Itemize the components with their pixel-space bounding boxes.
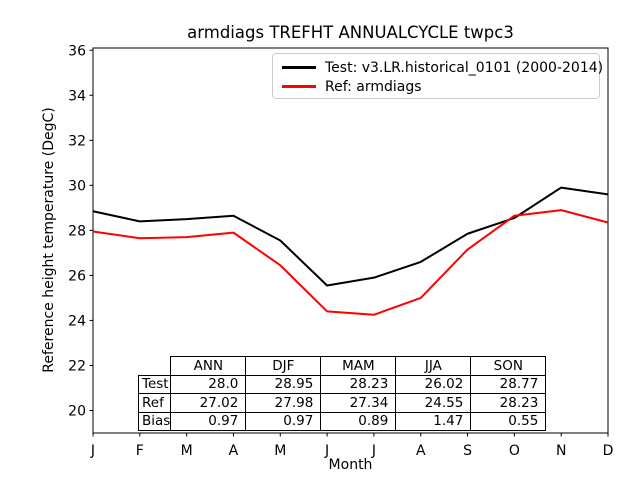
legend-label-ref: Ref: armdiags [325,78,422,95]
stats-row-label: Test [137,374,172,394]
stats-row-test: Test 28.0 28.95 28.23 26.02 28.77 [137,374,547,394]
stats-value: 0.55 [470,411,547,431]
x-axis-label: Month [328,457,373,473]
chart-title: armdiags TREFHT ANNUALCYCLE twpc3 [187,23,514,42]
x-tick-label: A [416,443,426,459]
x-tick-label: S [463,443,472,459]
legend-label-test: Test: v3.LR.historical_0101 (2000-2014) [325,59,604,76]
stats-value: 28.95 [245,374,322,394]
stats-value: 0.97 [170,411,247,431]
stats-value: 27.02 [170,393,247,413]
plot-spines [92,47,609,434]
stats-col-header: SON [470,356,547,376]
stats-value: 0.89 [320,411,397,431]
stats-value: 28.23 [320,374,397,394]
stats-value: 26.02 [395,374,472,394]
stats-col-header: JJA [395,356,472,376]
x-tick-label: O [509,443,520,459]
stats-row-bias: Bias 0.97 0.97 0.89 1.47 0.55 [137,411,547,431]
stats-col-header: DJF [245,356,322,376]
x-tick-label: J [324,443,329,459]
y-tick-label: 24 [68,313,86,329]
x-tick-label: D [603,443,614,459]
test-line [92,186,609,287]
legend: Test: v3.LR.historical_0101 (2000-2014) … [272,53,603,99]
x-tick-label: A [229,443,239,459]
test-line-sample [282,66,316,69]
stats-value: 28.23 [470,393,547,413]
y-tick-label: 36 [68,43,86,59]
stats-value: 0.97 [245,411,322,431]
stats-col-header: ANN [170,356,247,376]
y-tick-label: 32 [68,133,86,149]
stats-row-ref: Ref 27.02 27.98 27.34 24.55 28.23 [137,393,547,413]
stats-corner-cell [139,357,171,376]
stats-value: 28.77 [470,374,547,394]
legend-entry-ref: Ref: armdiags [282,77,591,96]
ref-line [92,209,609,316]
x-tick-label: F [136,443,144,459]
x-tick-label: N [556,443,566,459]
stats-value: 27.34 [320,393,397,413]
stats-table: ANN DJF MAM JJA SON Test 28.0 28.95 28.2… [137,356,547,431]
y-tick-label: 34 [68,88,86,104]
stats-value: 28.0 [170,374,247,394]
x-tick-label: M [274,443,286,459]
x-tick-label: M [181,443,193,459]
stats-col-header: MAM [320,356,397,376]
stats-value: 24.55 [395,393,472,413]
stats-row-label: Ref [137,393,172,413]
stats-value: 1.47 [395,411,472,431]
stats-header-row: ANN DJF MAM JJA SON [139,356,547,376]
y-tick-label: 30 [68,178,86,194]
x-tick-label: J [371,443,376,459]
stats-value: 27.98 [245,393,322,413]
stats-row-label: Bias [137,411,172,431]
ref-line-sample [282,85,316,88]
x-tick-label: J [90,443,95,459]
y-tick-label: 22 [68,358,86,374]
legend-entry-test: Test: v3.LR.historical_0101 (2000-2014) [282,58,603,77]
y-tick-label: 26 [68,268,86,284]
y-tick-label: 28 [68,223,86,239]
y-tick-label: 20 [68,403,86,419]
